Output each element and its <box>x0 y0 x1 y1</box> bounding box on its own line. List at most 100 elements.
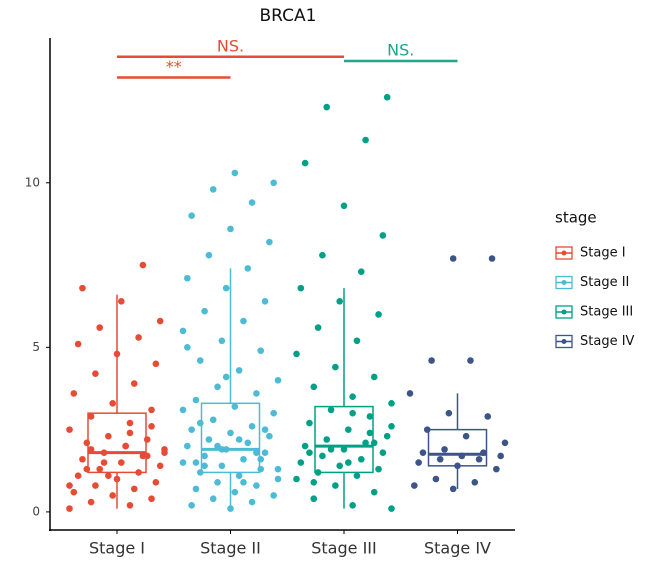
point <box>201 462 208 470</box>
point <box>306 419 313 427</box>
significance-label: NS. <box>387 41 414 60</box>
point <box>231 488 239 496</box>
point <box>340 202 348 210</box>
point <box>209 186 217 193</box>
point <box>92 482 99 489</box>
point <box>423 426 431 433</box>
point <box>96 465 104 473</box>
point <box>227 429 234 437</box>
point <box>484 413 492 420</box>
point <box>126 502 134 509</box>
y-tick-label: 0 <box>32 504 40 518</box>
point <box>184 344 191 351</box>
point <box>130 485 138 493</box>
point <box>266 238 273 246</box>
point <box>323 103 331 111</box>
point <box>152 478 160 486</box>
point <box>436 455 444 463</box>
point <box>87 498 95 506</box>
point <box>357 455 365 463</box>
point <box>148 423 155 430</box>
point <box>196 357 204 364</box>
chart-title: BRCA1 <box>260 6 317 26</box>
point <box>340 446 348 453</box>
y-tick-label: 5 <box>32 340 40 354</box>
x-tick-label: Stage II <box>200 539 261 558</box>
point <box>143 436 151 443</box>
point <box>353 337 361 345</box>
point <box>231 169 239 177</box>
point <box>113 475 121 483</box>
point <box>227 225 234 233</box>
point <box>306 449 313 456</box>
point <box>188 426 195 433</box>
point <box>319 452 326 460</box>
point <box>432 475 440 483</box>
point <box>370 373 378 381</box>
point <box>270 409 277 417</box>
point <box>122 442 129 450</box>
point <box>209 416 217 424</box>
point <box>188 502 195 509</box>
point <box>74 472 82 479</box>
point <box>253 390 260 397</box>
point <box>345 459 352 466</box>
point <box>148 406 155 414</box>
point <box>383 93 391 101</box>
point <box>345 426 352 433</box>
point <box>314 324 322 331</box>
point <box>79 284 86 292</box>
point <box>184 274 191 282</box>
y-tick-label: 10 <box>25 175 40 189</box>
point <box>179 327 187 335</box>
point <box>362 136 369 144</box>
point <box>135 469 142 476</box>
point <box>449 485 457 493</box>
point <box>109 399 116 407</box>
point <box>248 423 256 430</box>
point <box>314 469 322 476</box>
point <box>214 478 221 486</box>
legend-key-dot <box>561 280 567 285</box>
point <box>118 297 125 305</box>
point <box>87 446 95 453</box>
point <box>467 357 474 364</box>
point <box>293 475 300 483</box>
point <box>301 159 309 167</box>
point <box>379 232 387 239</box>
point <box>248 199 256 206</box>
point <box>332 482 339 489</box>
point <box>428 357 435 364</box>
point <box>327 446 335 453</box>
point <box>244 265 252 272</box>
point <box>192 396 200 404</box>
point <box>297 459 305 466</box>
point <box>240 317 247 325</box>
point <box>310 478 318 486</box>
point <box>471 478 479 486</box>
point <box>196 469 204 476</box>
point <box>310 495 318 503</box>
legend-label: Stage II <box>580 275 629 290</box>
point <box>411 482 418 489</box>
point <box>83 465 91 473</box>
point <box>105 432 112 440</box>
box <box>314 405 374 474</box>
point <box>143 452 151 460</box>
point <box>297 284 305 292</box>
legend-label: Stage III <box>580 305 633 320</box>
point <box>388 399 395 407</box>
point <box>192 485 200 493</box>
point <box>218 337 226 345</box>
point <box>235 367 243 374</box>
x-tick-label: Stage I <box>89 539 145 558</box>
point <box>362 439 369 447</box>
point <box>179 406 187 414</box>
point <box>253 449 260 456</box>
point <box>222 284 230 292</box>
point <box>244 439 252 447</box>
point <box>66 482 73 489</box>
point <box>188 212 195 220</box>
point <box>270 179 277 187</box>
